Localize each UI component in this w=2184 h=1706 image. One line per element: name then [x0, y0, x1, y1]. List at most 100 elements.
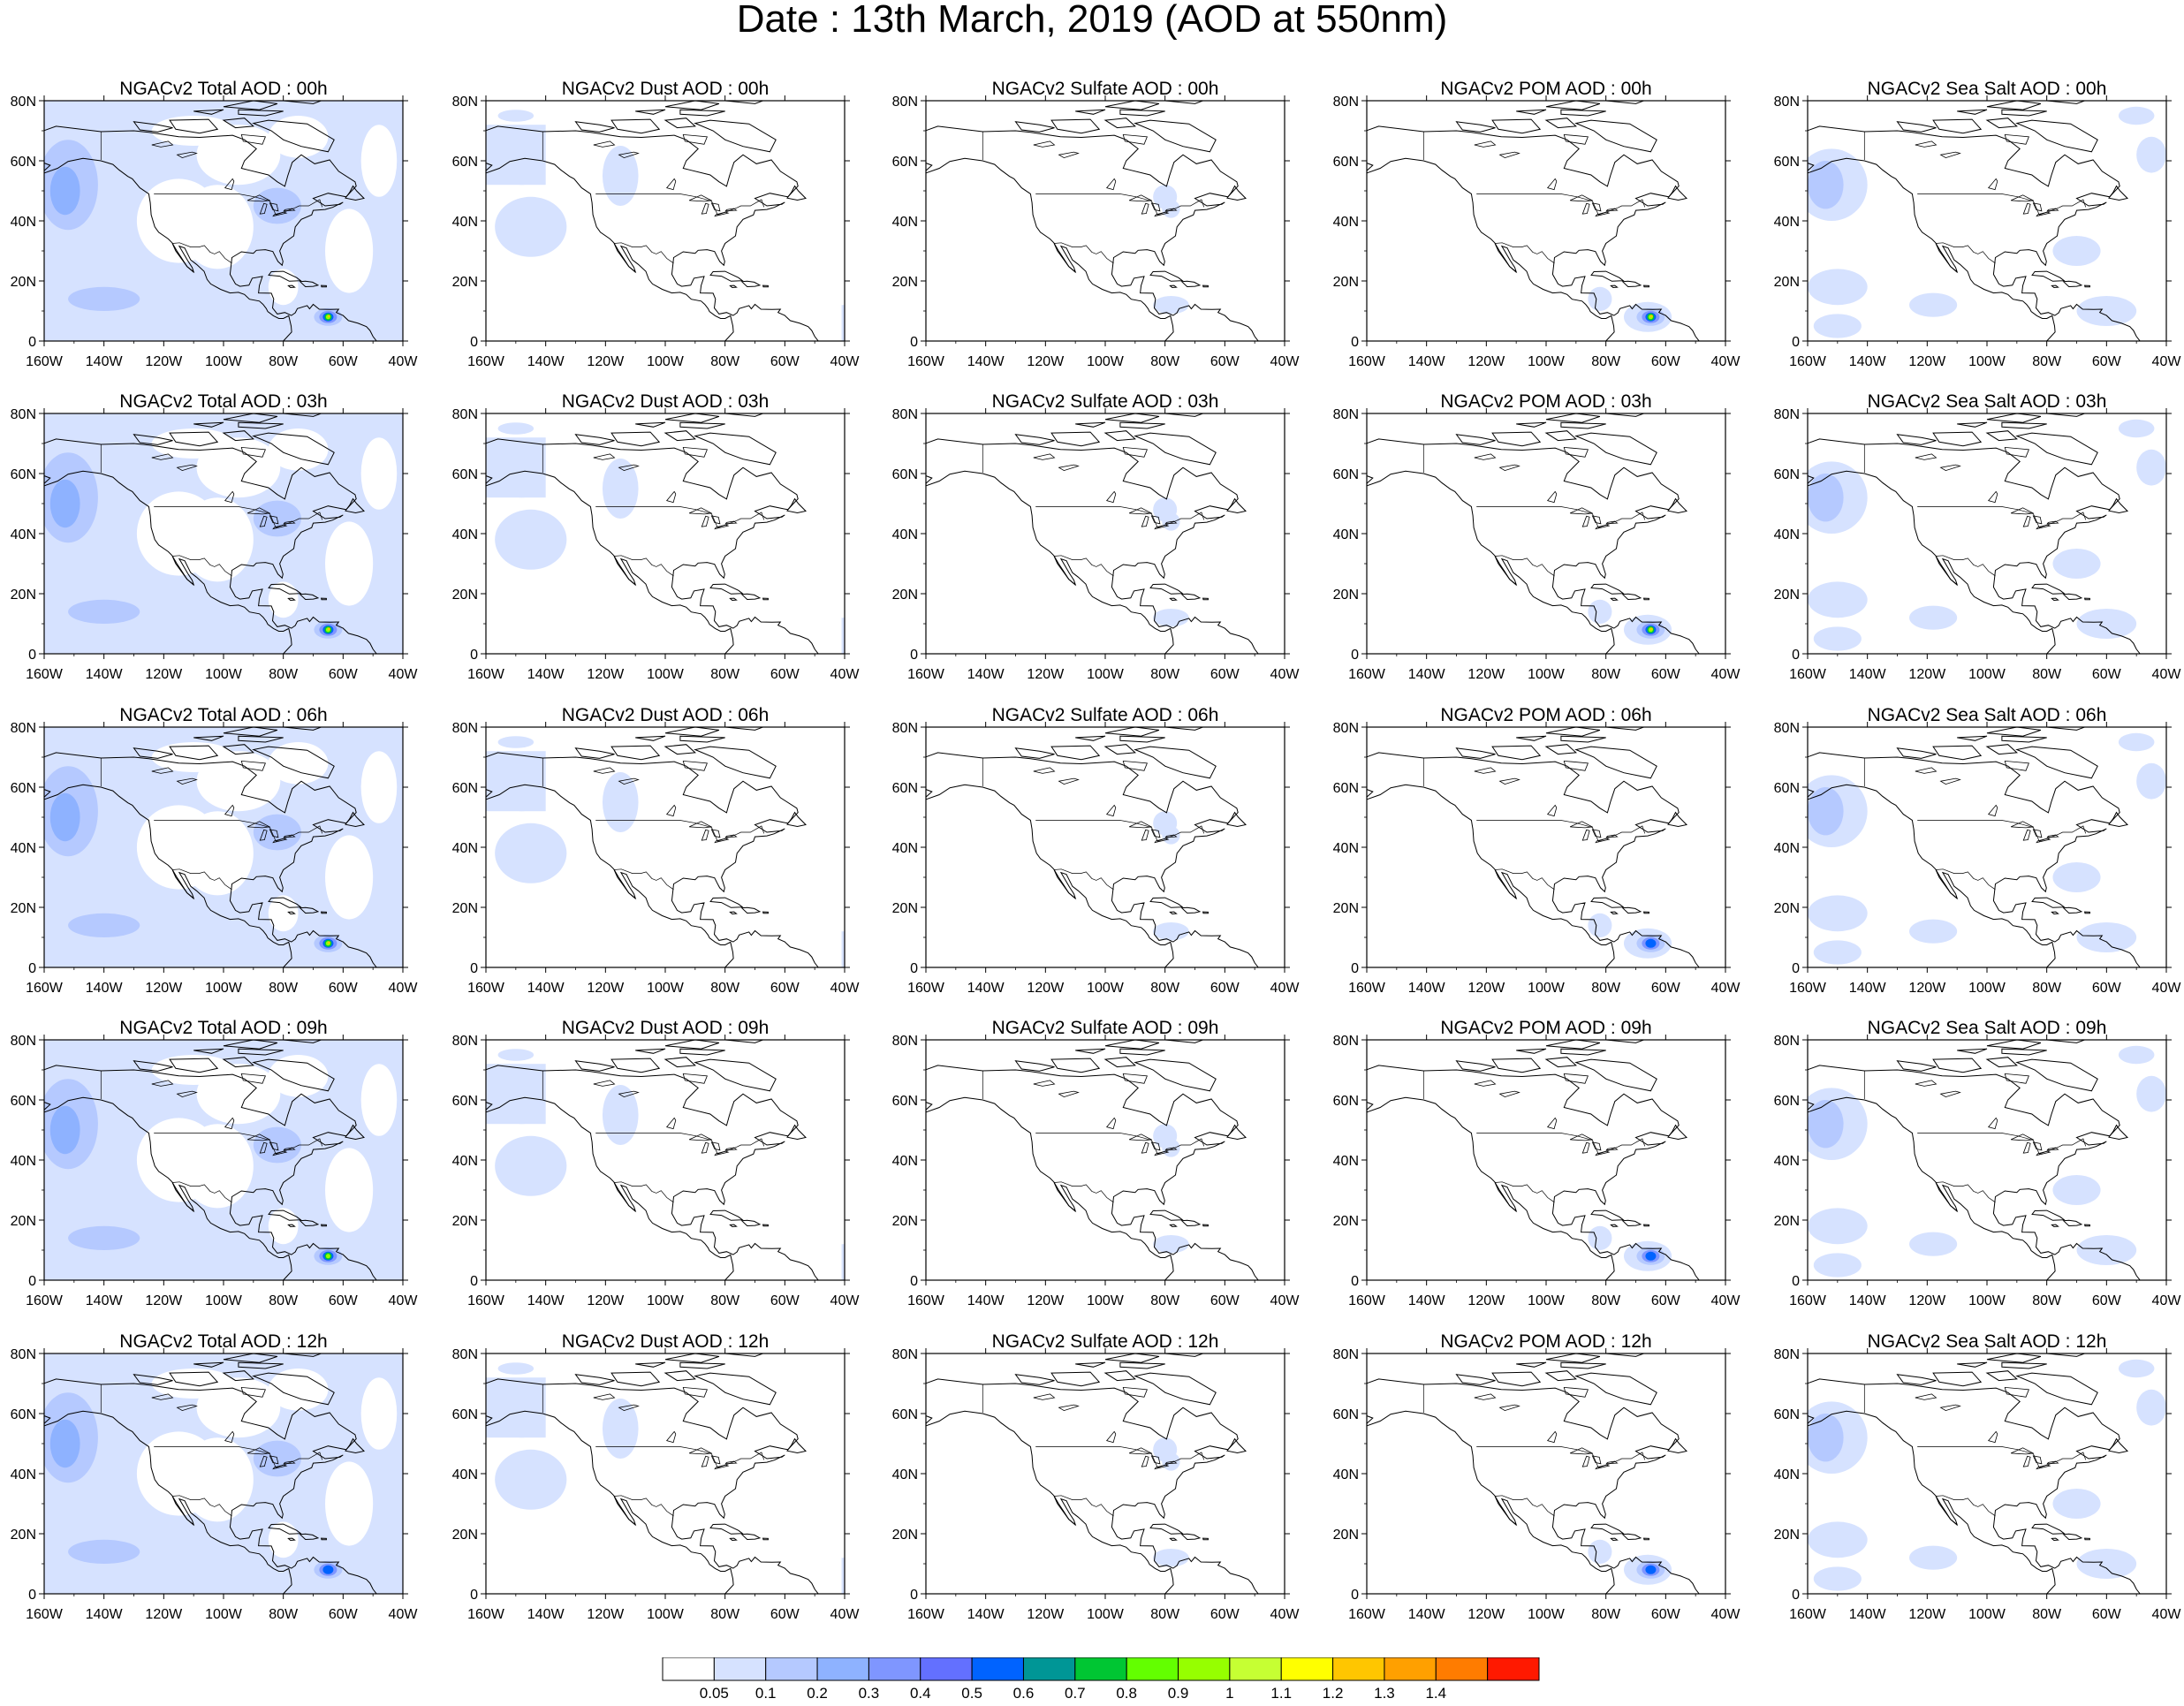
lon-tick-label: 80W	[710, 1293, 740, 1308]
lat-tick-label: 40N	[11, 841, 36, 856]
lon-tick-label: 60W	[2092, 1607, 2122, 1622]
lon-tick-label: 60W	[2092, 1293, 2122, 1308]
lon-tick-label: 40W	[1711, 1607, 1741, 1622]
lon-tick-label: 40W	[1270, 1607, 1301, 1622]
panel-title: NGACv2 POM AOD : 03h	[1440, 391, 1652, 412]
lon-tick-label: 80W	[2032, 981, 2062, 996]
coastlines	[486, 101, 845, 341]
lon-tick-label: 100W	[1087, 667, 1125, 682]
lon-tick-label: 100W	[205, 354, 243, 369]
lat-tick-label: 20N	[452, 588, 478, 603]
lon-tick-label: 140W	[86, 1607, 124, 1622]
lon-tick-label: 100W	[205, 667, 243, 682]
lat-tick-label: 20N	[1333, 275, 1359, 290]
lat-tick-label: 40N	[1333, 215, 1359, 230]
lon-tick-label: 80W	[269, 981, 299, 996]
lat-tick-label: 40N	[1774, 215, 1800, 230]
colorbar-swatch	[1126, 1657, 1179, 1681]
aod-map: 0 20N 40N 60N 80N 160W 140W 120W 100W 80W 60W 40W	[1774, 407, 2182, 682]
aod-field	[44, 413, 403, 654]
map-panel-dust-0: NGACv2 Dust AOD : 00h 0 20N 40N 60N 80N 160W 14…	[442, 78, 883, 369]
lon-tick-label: 60W	[2092, 981, 2122, 996]
lat-tick-label: 60N	[1333, 155, 1359, 170]
lon-tick-label: 40W	[2152, 1293, 2182, 1308]
lon-tick-label: 120W	[1908, 667, 1946, 682]
lat-tick-label: 20N	[452, 1528, 478, 1543]
panel-title: NGACv2 Sea Salt AOD : 12h	[1867, 1331, 2107, 1352]
lon-tick-label: 140W	[86, 354, 124, 369]
lat-tick-label: 40N	[1333, 1467, 1359, 1482]
lat-tick-label: 80N	[1333, 721, 1359, 736]
lat-tick-label: 40N	[1774, 527, 1800, 542]
lat-tick-label: 60N	[1774, 467, 1800, 482]
lat-tick-label: 20N	[452, 275, 478, 290]
lon-tick-label: 120W	[587, 1607, 625, 1622]
lon-tick-label: 100W	[1528, 354, 1566, 369]
lat-tick-label: 20N	[1774, 1214, 1800, 1229]
lat-tick-label: 80N	[1333, 1034, 1359, 1049]
lat-tick-label: 0	[910, 648, 918, 663]
panel-title: NGACv2 Total AOD : 12h	[119, 1331, 328, 1352]
lat-tick-label: 20N	[892, 901, 918, 916]
aod-field	[44, 1353, 403, 1594]
map-panel-sea-salt-3: NGACv2 Sea Salt AOD : 09h 0 20N 40N 60N 80N 16…	[1763, 1017, 2184, 1308]
lat-tick-label: 0	[1351, 1274, 1359, 1289]
lon-tick-label: 60W	[1210, 1293, 1240, 1308]
lon-tick-label: 100W	[1087, 1293, 1125, 1308]
aod-map: 0 20N 40N 60N 80N 160W 140W 120W 100W 80W 60W 40W	[452, 95, 861, 369]
lat-tick-label: 0	[1792, 1588, 1800, 1603]
lon-tick-label: 120W	[1908, 354, 1946, 369]
colorbar-canvas: 0.05 0.1 0.2 0.3 0.4 0.5 0.6 0.7 0.8 0.9 1 1.1 1.2 1.…	[662, 1657, 1540, 1702]
colorbar-swatch	[1074, 1657, 1127, 1681]
lat-tick-label: 60N	[11, 781, 36, 796]
panel-title: NGACv2 Sea Salt AOD : 09h	[1867, 1018, 2107, 1038]
map-panel-sea-salt-1: NGACv2 Sea Salt AOD : 03h 0 20N 40N 60N 80N 16…	[1763, 390, 2184, 682]
aod-map: 0 20N 40N 60N 80N 160W 140W 120W 100W 80W 60W 40W	[892, 407, 1301, 682]
lon-tick-label: 60W	[2092, 667, 2122, 682]
panel-title: NGACv2 Sea Salt AOD : 06h	[1867, 705, 2107, 725]
lat-tick-label: 80N	[1774, 95, 1800, 110]
lon-tick-label: 120W	[1027, 981, 1065, 996]
panel-title: NGACv2 Total AOD : 06h	[119, 705, 328, 725]
lat-tick-label: 40N	[452, 1467, 478, 1482]
panel-title: NGACv2 Sulfate AOD : 00h	[991, 79, 1219, 99]
lon-tick-label: 120W	[1027, 1607, 1065, 1622]
lon-tick-label: 80W	[1591, 1293, 1621, 1308]
lon-tick-label: 60W	[1210, 1607, 1240, 1622]
lon-tick-label: 160W	[1348, 354, 1386, 369]
coastlines	[1808, 1353, 2166, 1594]
lon-tick-label: 80W	[269, 1293, 299, 1308]
panel-title: NGACv2 Sulfate AOD : 12h	[991, 1331, 1219, 1352]
lat-tick-label: 20N	[11, 1214, 36, 1229]
lon-tick-label: 140W	[967, 667, 1005, 682]
lat-tick-label: 60N	[452, 155, 478, 170]
lon-tick-label: 80W	[1591, 1607, 1621, 1622]
aod-field	[1153, 1124, 1189, 1254]
lat-tick-label: 80N	[11, 95, 36, 110]
lat-tick-label: 80N	[452, 1034, 478, 1049]
lon-tick-label: 40W	[830, 981, 861, 996]
aod-map-canvas: 0 20N 40N 60N 80N 160W 140W 120W 100W 80W 60W 40W	[452, 1034, 861, 1308]
coastlines	[1367, 413, 1725, 654]
lat-tick-label: 20N	[1774, 275, 1800, 290]
lat-tick-label: 40N	[1774, 1467, 1800, 1482]
lon-tick-label: 60W	[329, 1293, 359, 1308]
lon-tick-label: 140W	[527, 354, 565, 369]
lat-tick-label: 20N	[1333, 1528, 1359, 1543]
lat-tick-label: 0	[470, 648, 478, 663]
lat-tick-label: 80N	[1774, 1034, 1800, 1049]
lon-tick-label: 120W	[145, 1607, 183, 1622]
map-panel-pom-3: NGACv2 POM AOD : 09h 0 20N 40N 60N 80N 160W 140…	[1323, 1017, 1764, 1308]
lon-tick-label: 40W	[389, 1607, 419, 1622]
coastlines	[486, 413, 845, 654]
map-panel-sea-salt-2: NGACv2 Sea Salt AOD : 06h 0 20N 40N 60N 80N 16…	[1763, 704, 2184, 996]
map-panel-sea-salt-4: NGACv2 Sea Salt AOD : 12h 0 20N 40N 60N 80N 16…	[1763, 1331, 2184, 1622]
lat-tick-label: 60N	[1774, 155, 1800, 170]
lon-tick-label: 160W	[26, 667, 64, 682]
aod-map: 0 20N 40N 60N 80N 160W 140W 120W 100W 80W 60W 40W	[452, 1034, 861, 1308]
colorbar-swatch	[765, 1657, 818, 1681]
lat-tick-label: 20N	[892, 1214, 918, 1229]
lon-tick-label: 160W	[467, 354, 505, 369]
lat-tick-label: 20N	[1333, 1214, 1359, 1229]
